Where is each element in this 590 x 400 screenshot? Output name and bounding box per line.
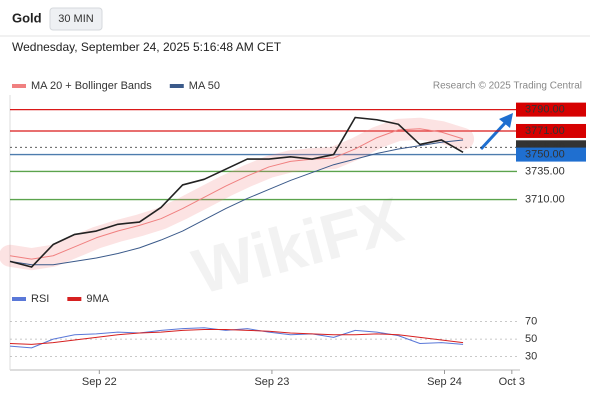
x-tick-label: Oct 3 <box>499 376 525 388</box>
y-tick-label: 50 <box>525 333 537 345</box>
x-tick-label: Sep 22 <box>82 376 117 388</box>
x-tick-label: Sep 24 <box>427 376 462 388</box>
y-tick-label: 3710.00 <box>525 193 565 205</box>
legend-label: 9MA <box>86 293 109 305</box>
series-line <box>9 116 464 268</box>
series-line <box>9 139 464 266</box>
x-tick-label: Sep 23 <box>254 376 289 388</box>
y-tick-label: 3735.00 <box>525 165 565 177</box>
timeframe[interactable]: 30 MIN <box>58 13 94 25</box>
y-tick-label: 70 <box>525 316 537 328</box>
legend-swatch <box>12 297 26 301</box>
price-box <box>516 102 586 117</box>
y-tick-label: 3750.00 <box>525 148 565 160</box>
price-box <box>516 147 586 162</box>
legend-swatch <box>67 297 82 301</box>
series-line <box>9 327 464 349</box>
legend-swatch <box>12 84 26 88</box>
legend-swatch <box>169 84 184 88</box>
y-tick-label: 3790.00 <box>525 104 565 116</box>
series-line <box>9 128 464 260</box>
legend-label: MA 20 + Bollinger Bands <box>31 80 152 92</box>
source: Research © 2025 Trading Central <box>433 81 582 92</box>
watermark: WikiFX <box>186 183 410 308</box>
instrument: Gold <box>12 10 42 25</box>
y-tick-label: 30 <box>525 351 537 363</box>
y-tick-label: 3771.00 <box>525 125 565 137</box>
timeframe-button[interactable] <box>49 7 103 31</box>
legend-label: RSI <box>31 293 49 305</box>
price-box <box>516 123 586 138</box>
arrow-head <box>499 113 513 128</box>
date: Wednesday, September 24, 2025 5:16:48 AM… <box>12 40 282 54</box>
forecast-arrow <box>479 120 508 151</box>
series-line <box>9 329 464 345</box>
legend-label: MA 50 <box>189 80 220 92</box>
